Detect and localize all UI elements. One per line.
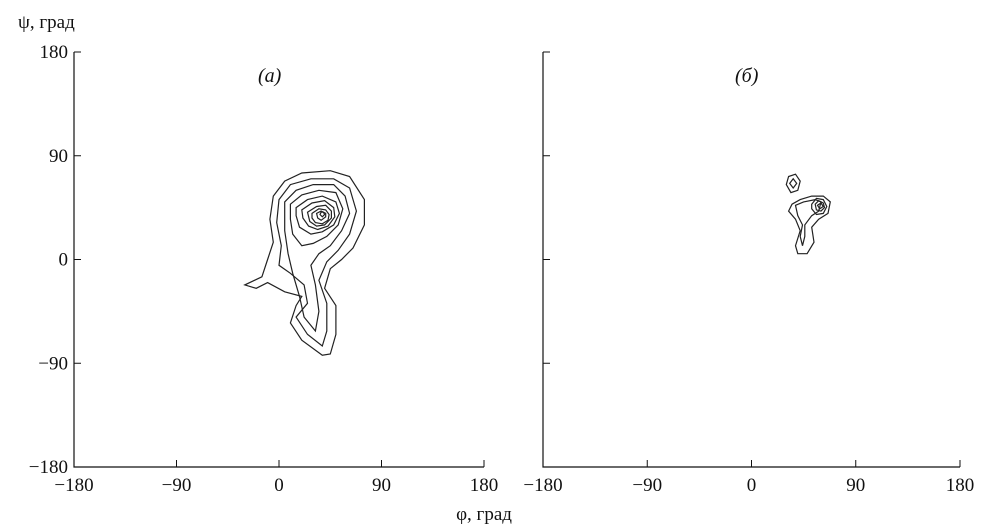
contour-line [785,173,801,194]
y-tick-label: 0 [59,250,69,271]
contour-line [787,195,831,255]
contour-plot-a [243,170,365,356]
panel-b: (б) −180 −90 0 90 180 [523,51,974,496]
x-tick-label: −90 [632,475,662,496]
x-tick-label: 180 [946,475,975,496]
panel-a: ψ, град (а) −180 −90 0 90 180 −180 −90 0 90 180 [18,12,498,496]
y-axis-title: ψ, град [18,12,75,33]
contour-line [295,195,341,235]
y-tick-label: 90 [49,146,68,167]
x-ticks-b: −180 −90 0 90 180 [523,460,974,496]
contour-line [289,189,344,247]
contour-line [301,200,336,231]
x-tick-label: 90 [846,475,865,496]
y-ticks-a: −180 −90 0 90 180 [29,42,81,478]
contour-line [243,170,365,356]
contour-plot-b [785,173,831,255]
contour-line [319,211,326,218]
contour-line [276,178,358,348]
x-axis-title: φ, град [456,504,512,525]
x-ticks-a: −180 −90 0 90 180 [54,460,498,496]
x-tick-label: −180 [54,475,93,496]
y-ticks-b [543,51,550,468]
x-tick-label: −90 [162,475,192,496]
contour-line [814,199,826,212]
panel-label-b: (б) [735,65,759,87]
contour-line [788,177,798,189]
x-tick-label: −180 [523,475,562,496]
y-tick-label: −180 [29,457,68,478]
contour-line [816,202,825,210]
panel-label-a: (а) [258,65,282,87]
contour-line [311,208,330,225]
axes-frame-b [542,52,960,468]
axes-frame-a [73,52,484,468]
contour-line [794,198,822,246]
y-tick-label: 180 [40,42,69,63]
x-tick-label: 0 [274,475,284,496]
x-tick-label: 180 [470,475,499,496]
x-tick-label: 90 [372,475,391,496]
x-tick-label: 0 [747,475,757,496]
contour-line [315,210,327,222]
y-tick-label: −90 [38,353,68,374]
contour-line [306,204,332,227]
contour-line [811,197,828,216]
contour-line [284,184,351,333]
